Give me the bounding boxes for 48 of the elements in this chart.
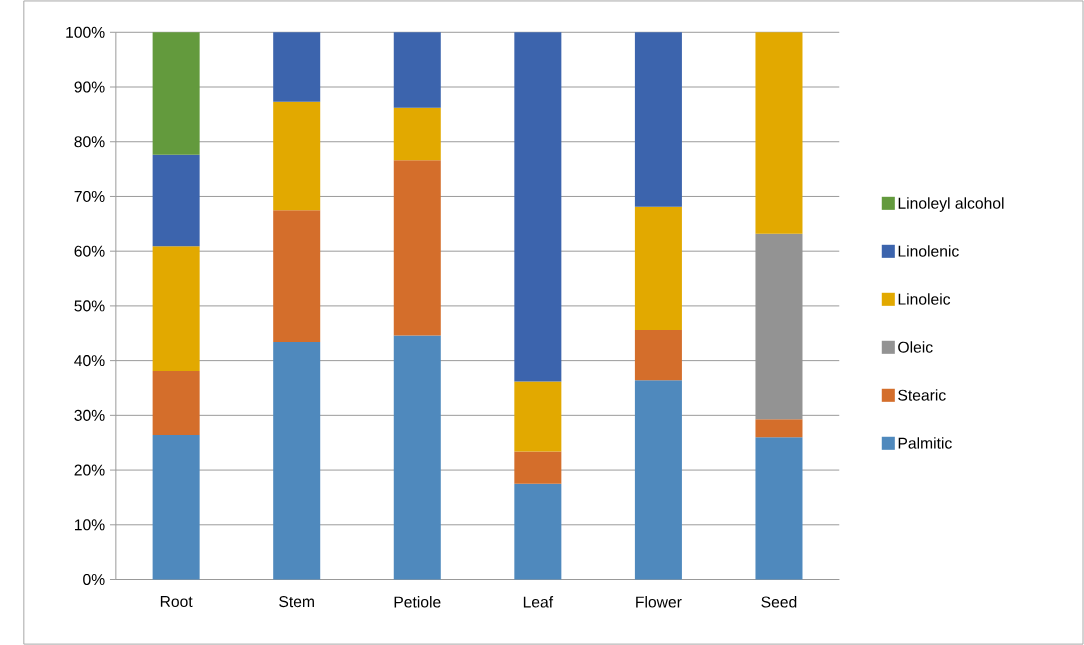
bar — [634, 329, 682, 381]
y-tick-label: 80% — [74, 136, 105, 148]
legend-label: Linoleic — [898, 293, 951, 305]
legend-label: Palmitic — [898, 437, 952, 449]
bar — [755, 233, 803, 420]
bar — [152, 370, 200, 435]
x-tick-label: Flower — [636, 596, 682, 608]
bar — [273, 32, 321, 102]
y-tick-label: 50% — [74, 300, 105, 312]
y-tick-label: 90% — [74, 81, 105, 93]
bar — [634, 380, 682, 580]
bar — [152, 154, 200, 247]
bar — [755, 437, 803, 580]
y-tick-label: 20% — [74, 464, 105, 476]
y-tick-label: 70% — [74, 190, 105, 202]
bar — [152, 32, 200, 155]
x-tick-label: Petiole — [394, 596, 441, 608]
y-tick-label: 0% — [83, 573, 105, 585]
bar — [514, 32, 562, 382]
y-tick-label: 40% — [74, 355, 105, 367]
y-tick-label: 10% — [74, 519, 105, 531]
bar — [393, 107, 441, 161]
bar — [393, 160, 441, 336]
bar — [755, 419, 803, 438]
bar — [514, 381, 562, 452]
x-tick-label: Stem — [279, 596, 314, 608]
bar — [273, 101, 321, 211]
bar — [393, 335, 441, 580]
y-tick-label: 30% — [74, 409, 105, 421]
y-tick-label: 60% — [74, 245, 105, 257]
x-tick-label: Leaf — [523, 596, 554, 608]
bar — [634, 32, 682, 207]
bar — [514, 451, 562, 484]
legend-label: Linolenic — [898, 245, 959, 257]
bar — [755, 32, 803, 234]
legend-label: Stearic — [898, 389, 946, 401]
bar — [273, 341, 321, 580]
bar — [393, 32, 441, 108]
x-tick-label: Seed — [761, 596, 797, 608]
legend-label: Oleic — [898, 341, 933, 353]
bar — [152, 246, 200, 371]
legend-label: Linoleyl alcohol — [898, 197, 1004, 212]
bar — [514, 483, 562, 580]
x-tick-label: Root — [160, 596, 193, 607]
y-tick-label: 100% — [66, 26, 105, 38]
bar — [152, 435, 200, 580]
bar — [634, 206, 682, 330]
bar — [273, 210, 321, 342]
